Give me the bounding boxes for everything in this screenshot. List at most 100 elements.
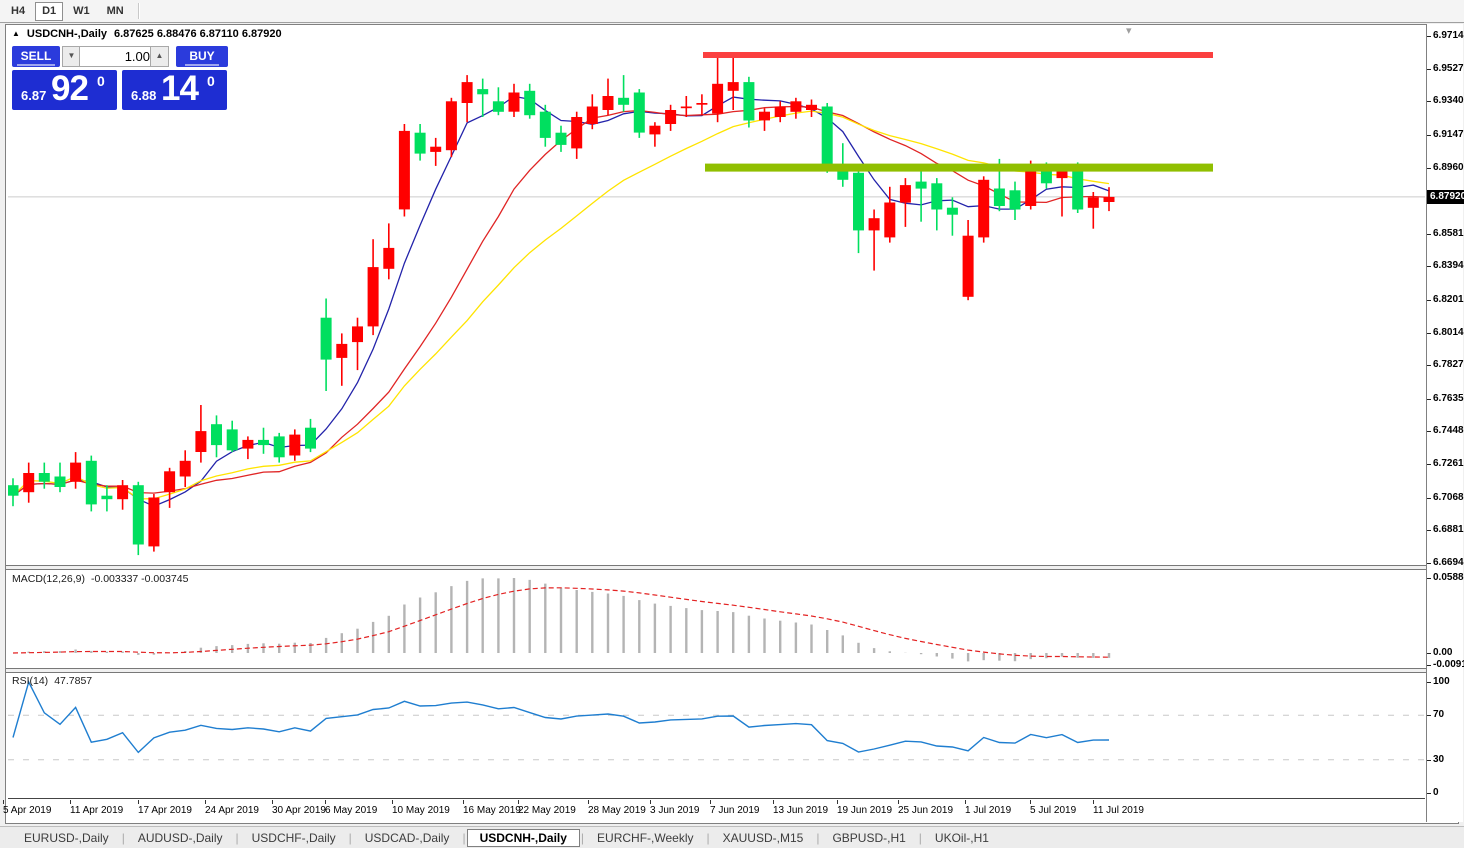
macd-tick-label: 0.058851 <box>1433 572 1464 583</box>
price-tick-label: 6.85810 <box>1433 228 1464 239</box>
date-tick-mark <box>518 800 519 804</box>
macd-tick-mark <box>1427 653 1431 654</box>
date-tick-mark <box>1030 800 1031 804</box>
buy-price-pip: 0 <box>207 73 215 89</box>
macd-tick-label: -0.009116 <box>1433 659 1464 670</box>
date-tick-label: 30 Apr 2019 <box>272 805 326 816</box>
date-tick-mark <box>272 800 273 804</box>
chart-tab-eurchf[interactable]: EURCHF-,Weekly <box>597 830 694 845</box>
timeframe-button-d1[interactable]: D1 <box>35 1 64 21</box>
chart-tabbar: EURUSD-,Daily | AUDUSD-,Daily | USDCHF-,Dail… <box>0 826 1464 848</box>
tab-separator: | <box>816 830 820 845</box>
date-tick-mark <box>773 800 774 804</box>
rsi-tick-label: 0 <box>1433 787 1439 798</box>
price-tick-mark <box>1427 431 1431 432</box>
date-tick-mark <box>710 800 711 804</box>
sell-price-pip: 0 <box>97 73 105 89</box>
timeframe-button-h4[interactable]: H4 <box>4 2 32 21</box>
price-tick-mark <box>1427 563 1431 564</box>
date-tick-mark <box>898 800 899 804</box>
price-tick-label: 6.83940 <box>1433 260 1464 271</box>
volume-input[interactable] <box>79 46 157 67</box>
price-tick-label: 6.97140 <box>1433 30 1464 41</box>
date-axis[interactable]: 5 Apr 2019 11 Apr 2019 17 Apr 2019 24 Apr 2… <box>3 798 1425 821</box>
price-tick-label: 6.82015 <box>1433 294 1464 305</box>
price-axis[interactable]: 6.971406.952706.934006.914756.896056.877… <box>1426 24 1464 822</box>
price-tick-label: 6.74480 <box>1433 425 1464 436</box>
chart-window <box>5 24 1459 824</box>
pane-divider[interactable] <box>6 565 1458 570</box>
date-tick-label: 25 Jun 2019 <box>898 805 954 816</box>
pane-divider[interactable] <box>6 668 1458 673</box>
timeframe-toolbar: H4 D1 W1 MN <box>0 0 1464 23</box>
date-tick-label: 28 May 2019 <box>588 805 646 816</box>
chart-tab-audusd[interactable]: AUDUSD-,Daily <box>137 830 223 845</box>
volume-increase-button[interactable]: ▲ <box>150 46 169 67</box>
price-tick-mark <box>1427 266 1431 267</box>
rsi-tick-mark <box>1427 760 1431 761</box>
price-tick-label: 6.95270 <box>1433 63 1464 74</box>
buy-price-big: 14 <box>161 69 199 108</box>
price-tick-mark <box>1427 36 1431 37</box>
date-tick-label: 10 May 2019 <box>392 805 450 816</box>
date-tick-mark <box>138 800 139 804</box>
buy-price-whole: 6.88 <box>131 88 157 103</box>
price-tick-mark <box>1427 464 1431 465</box>
rsi-tick-mark <box>1427 715 1431 716</box>
date-tick-mark <box>1093 800 1094 804</box>
chart-tab-gbpusd[interactable]: GBPUSD-,H1 <box>832 830 906 845</box>
date-tick-label: 7 Jun 2019 <box>710 805 760 816</box>
tab-separator: | <box>235 830 239 845</box>
sell-price-box[interactable]: 6.87 92 0 <box>12 69 117 110</box>
timeframe-button-w1[interactable]: W1 <box>66 2 97 21</box>
date-tick-mark <box>205 800 206 804</box>
macd-tick-mark <box>1427 578 1431 579</box>
date-tick-mark <box>965 800 966 804</box>
price-tick-label: 6.70685 <box>1433 492 1464 503</box>
rsi-tick-label: 30 <box>1433 754 1445 765</box>
rsi-tick-label: 100 <box>1433 676 1450 687</box>
current-price-tag: 6.87920 <box>1427 190 1464 204</box>
timeframe-button-mn[interactable]: MN <box>100 2 131 21</box>
buy-price-box[interactable]: 6.88 14 0 <box>122 69 227 110</box>
tab-separator: | <box>121 830 125 845</box>
price-tick-mark <box>1427 135 1431 136</box>
chart-tab-usdcnh[interactable]: USDCNH-,Daily <box>466 828 580 847</box>
tab-separator: | <box>918 830 922 845</box>
macd-indicator-canvas[interactable] <box>8 570 1425 668</box>
collapse-panel-icon[interactable]: ▾ <box>1126 25 1132 37</box>
date-tick-label: 16 May 2019 <box>463 805 521 816</box>
rsi-tick-mark <box>1427 682 1431 683</box>
price-tick-label: 6.66945 <box>1433 557 1464 568</box>
tab-separator: | <box>348 830 352 845</box>
price-tick-mark <box>1427 498 1431 499</box>
price-tick-mark <box>1427 168 1431 169</box>
chart-title: ▲ USDCNH-,Daily 6.87625 6.88476 6.87110 … <box>12 28 282 40</box>
date-tick-label: 3 Jun 2019 <box>650 805 700 816</box>
sell-price-big: 92 <box>51 69 89 108</box>
price-tick-label: 6.76350 <box>1433 393 1464 404</box>
date-tick-mark <box>392 800 393 804</box>
toolbar-separator <box>137 3 140 19</box>
chart-tab-ukoil[interactable]: UKOil-,H1 <box>934 830 989 845</box>
price-tick-mark <box>1427 333 1431 334</box>
price-tick-label: 6.72610 <box>1433 458 1464 469</box>
date-tick-label: 6 May 2019 <box>325 805 378 816</box>
chart-ohlc-values: 6.87625 6.88476 6.87110 6.87920 <box>114 28 282 40</box>
price-tick-label: 6.89605 <box>1433 162 1464 173</box>
price-chart-canvas[interactable] <box>8 25 1425 565</box>
rsi-indicator-canvas[interactable] <box>8 672 1425 798</box>
chart-tab-eurusd[interactable]: EURUSD-,Daily <box>24 830 109 845</box>
price-tick-mark <box>1427 101 1431 102</box>
date-tick-label: 24 Apr 2019 <box>205 805 259 816</box>
chart-tab-xauusd[interactable]: XAUUSD-,M15 <box>722 830 804 845</box>
sell-button[interactable]: SELL <box>12 46 60 67</box>
date-tick-label: 22 May 2019 <box>518 805 576 816</box>
price-tick-mark <box>1427 300 1431 301</box>
buy-button[interactable]: BUY <box>176 46 228 67</box>
chart-tab-usdcad[interactable]: USDCAD-,Daily <box>364 830 450 845</box>
tab-separator: | <box>580 830 585 845</box>
sell-price-whole: 6.87 <box>21 88 47 103</box>
chart-tab-usdchf[interactable]: USDCHF-,Daily <box>251 830 336 845</box>
tab-separator: | <box>462 830 466 845</box>
